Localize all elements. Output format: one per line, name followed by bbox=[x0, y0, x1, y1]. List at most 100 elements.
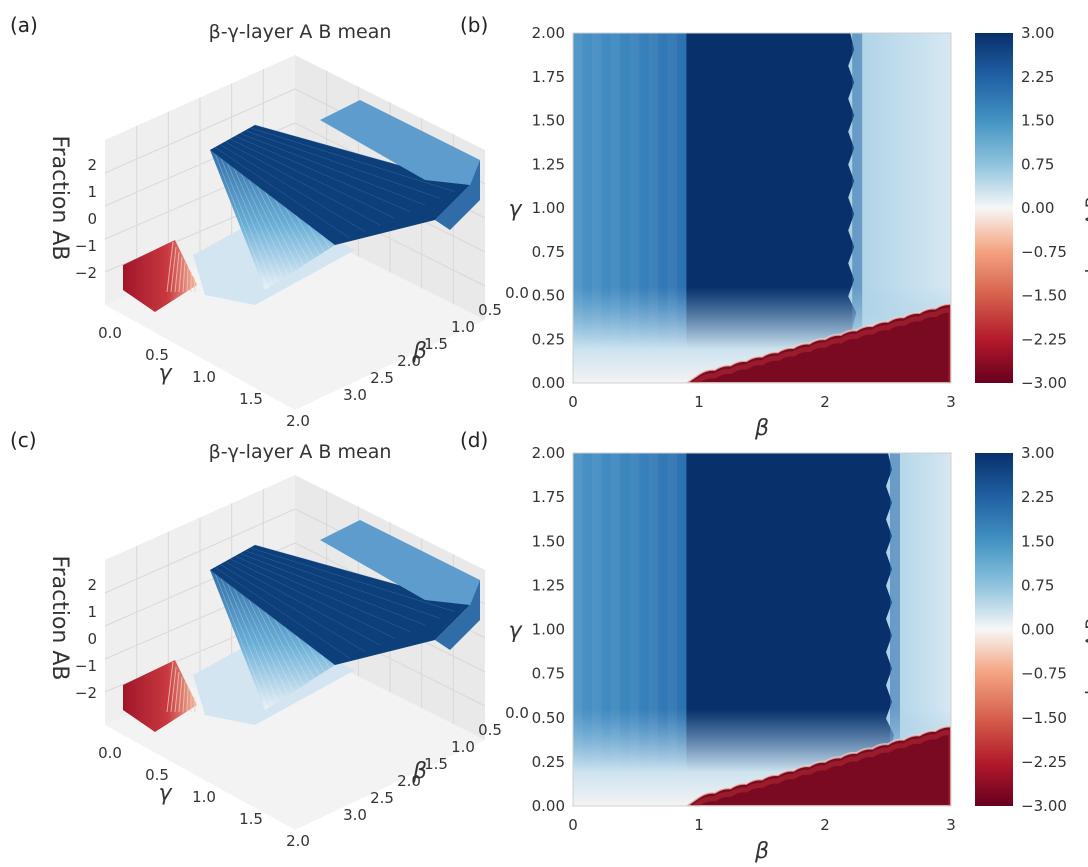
colorbar-tick-label: −1.50 bbox=[1021, 287, 1067, 305]
z-axis-label: Fraction AB bbox=[47, 556, 72, 681]
colorbar-label: layer A B mean bbox=[1083, 564, 1088, 694]
y-tick-label: 0.5 bbox=[145, 346, 169, 364]
x-tick-label: 2 bbox=[820, 393, 830, 411]
plot-frame bbox=[572, 452, 952, 807]
x-tick-label: 0.0 bbox=[505, 284, 529, 302]
y-tick-label: 0.00 bbox=[532, 797, 565, 815]
x-tick-label: 1 bbox=[694, 393, 704, 411]
y-tick-label: 0.75 bbox=[532, 243, 565, 261]
y-tick-label: 0.0 bbox=[98, 744, 122, 762]
chart-title: β-γ-layer A B mean bbox=[209, 21, 392, 43]
panel-label-b: (b) bbox=[460, 13, 488, 37]
y-tick-label: 2.0 bbox=[286, 832, 310, 850]
z-axis-label: Fraction AB bbox=[47, 136, 72, 261]
colorbar-tick-label: −1.50 bbox=[1021, 709, 1067, 727]
y-tick-label: 1.00 bbox=[532, 621, 565, 639]
region-center bbox=[686, 33, 861, 366]
y-tick-label: 0.25 bbox=[532, 753, 565, 771]
x-tick-label: 3 bbox=[946, 393, 956, 411]
colorbar-tick-label: 2.25 bbox=[1021, 68, 1054, 86]
colorbar-label: layer A B mean bbox=[1083, 143, 1088, 273]
y-tick-label: 0.50 bbox=[532, 709, 565, 727]
y-tick-label: 1.50 bbox=[532, 112, 565, 130]
surface-right-bump bbox=[320, 520, 480, 605]
x-tick-label: 1.5 bbox=[424, 755, 448, 773]
x-tick-label: 3.0 bbox=[343, 386, 367, 404]
plot-frame bbox=[572, 32, 952, 384]
x-axis-label: β bbox=[754, 839, 769, 864]
y-tick-label: 0.75 bbox=[532, 665, 565, 683]
x-tick-label: 2.0 bbox=[397, 772, 421, 790]
y-tick-label: 1.5 bbox=[239, 810, 263, 828]
region-center bbox=[686, 453, 898, 789]
surface-right-bump bbox=[320, 100, 480, 185]
x-tick-label: 0 bbox=[568, 393, 578, 411]
surface-edge bbox=[435, 580, 480, 650]
x-tick-label: 2.5 bbox=[370, 789, 394, 807]
x-tick-label: 3 bbox=[946, 816, 956, 834]
panel-label-a: (a) bbox=[10, 13, 38, 37]
y-axis-label: γ bbox=[508, 619, 522, 644]
surface-plateau bbox=[210, 125, 470, 245]
y-tick-label: 2.00 bbox=[532, 24, 565, 42]
chart-title: β-γ-layer A B mean bbox=[209, 441, 392, 463]
z-tick-label: −2 bbox=[75, 684, 97, 702]
z-tick-label: −1 bbox=[75, 237, 97, 255]
heatmap-b: 0 1 2 3 0.00 0.25 0.50 0.75 1.00 1.25 1.50 1.75 2.00… bbox=[508, 24, 1088, 441]
colorbar-tick-label: 0.00 bbox=[1021, 621, 1054, 639]
y-tick-label: 1.5 bbox=[239, 390, 263, 408]
heatmap-d: 0 1 2 3 0.00 0.25 0.50 0.75 1.00 1.25 1.50 1.75 2.00… bbox=[508, 444, 1088, 864]
x-tick-label: 2.0 bbox=[397, 352, 421, 370]
y-tick-label: 1.0 bbox=[192, 788, 216, 806]
x-tick-label: 0.0 bbox=[505, 704, 529, 722]
y-axis-label: γ bbox=[158, 361, 172, 386]
colorbar-tick-label: 1.50 bbox=[1021, 532, 1054, 550]
colorbar-tick-label: 0.00 bbox=[1021, 199, 1054, 217]
colorbar-tick-label: −3.00 bbox=[1021, 797, 1067, 815]
y-tick-label: 1.75 bbox=[532, 68, 565, 86]
x-tick-label: 0 bbox=[568, 816, 578, 834]
y-tick-label: 1.75 bbox=[532, 488, 565, 506]
region-bottom-negative bbox=[686, 726, 951, 806]
colorbar-tick-label: −2.25 bbox=[1021, 330, 1067, 348]
colorbar-tick-label: 3.00 bbox=[1021, 24, 1054, 42]
colorbar-tick-label: −3.00 bbox=[1021, 374, 1067, 392]
z-tick-label: 0 bbox=[87, 210, 97, 228]
y-tick-label: 1.25 bbox=[532, 155, 565, 173]
z-tick-label: 1 bbox=[87, 183, 97, 201]
y-axis-label: γ bbox=[508, 197, 522, 222]
x-tick-label: 2 bbox=[820, 816, 830, 834]
y-tick-label: 0.5 bbox=[145, 766, 169, 784]
colorbar-tick-label: −0.75 bbox=[1021, 243, 1067, 261]
y-tick-label: 2.00 bbox=[532, 444, 565, 462]
x-tick-label: 0.5 bbox=[478, 301, 502, 319]
y-tick-label: 0.00 bbox=[532, 374, 565, 392]
y-tick-label: 1.0 bbox=[192, 368, 216, 386]
y-axis-label: γ bbox=[158, 781, 172, 806]
x-tick-label: 1.0 bbox=[451, 318, 475, 336]
colorbar-tick-label: 0.75 bbox=[1021, 576, 1054, 594]
z-tick-label: 1 bbox=[87, 603, 97, 621]
surface-edge bbox=[435, 160, 480, 230]
z-tick-label: −2 bbox=[75, 264, 97, 282]
surface-plateau bbox=[210, 545, 470, 665]
y-tick-label: 1.00 bbox=[532, 199, 565, 217]
x-tick-label: 3.0 bbox=[343, 806, 367, 824]
z-tick-label: 0 bbox=[87, 630, 97, 648]
x-axis-label: β bbox=[412, 759, 427, 784]
colorbar-tick-label: 2.25 bbox=[1021, 488, 1054, 506]
panel-label-c: (c) bbox=[10, 428, 37, 452]
colorbar bbox=[975, 453, 1013, 806]
x-tick-label: 1.5 bbox=[424, 335, 448, 353]
x-axis-label: β bbox=[754, 416, 769, 441]
x-tick-label: 1.0 bbox=[451, 738, 475, 756]
colorbar-tick-label: −0.75 bbox=[1021, 665, 1067, 683]
x-axis-label: β bbox=[412, 339, 427, 364]
y-tick-label: 2.0 bbox=[286, 412, 310, 430]
colorbar-tick-label: 0.75 bbox=[1021, 155, 1054, 173]
colorbar-tick-label: 1.50 bbox=[1021, 112, 1054, 130]
